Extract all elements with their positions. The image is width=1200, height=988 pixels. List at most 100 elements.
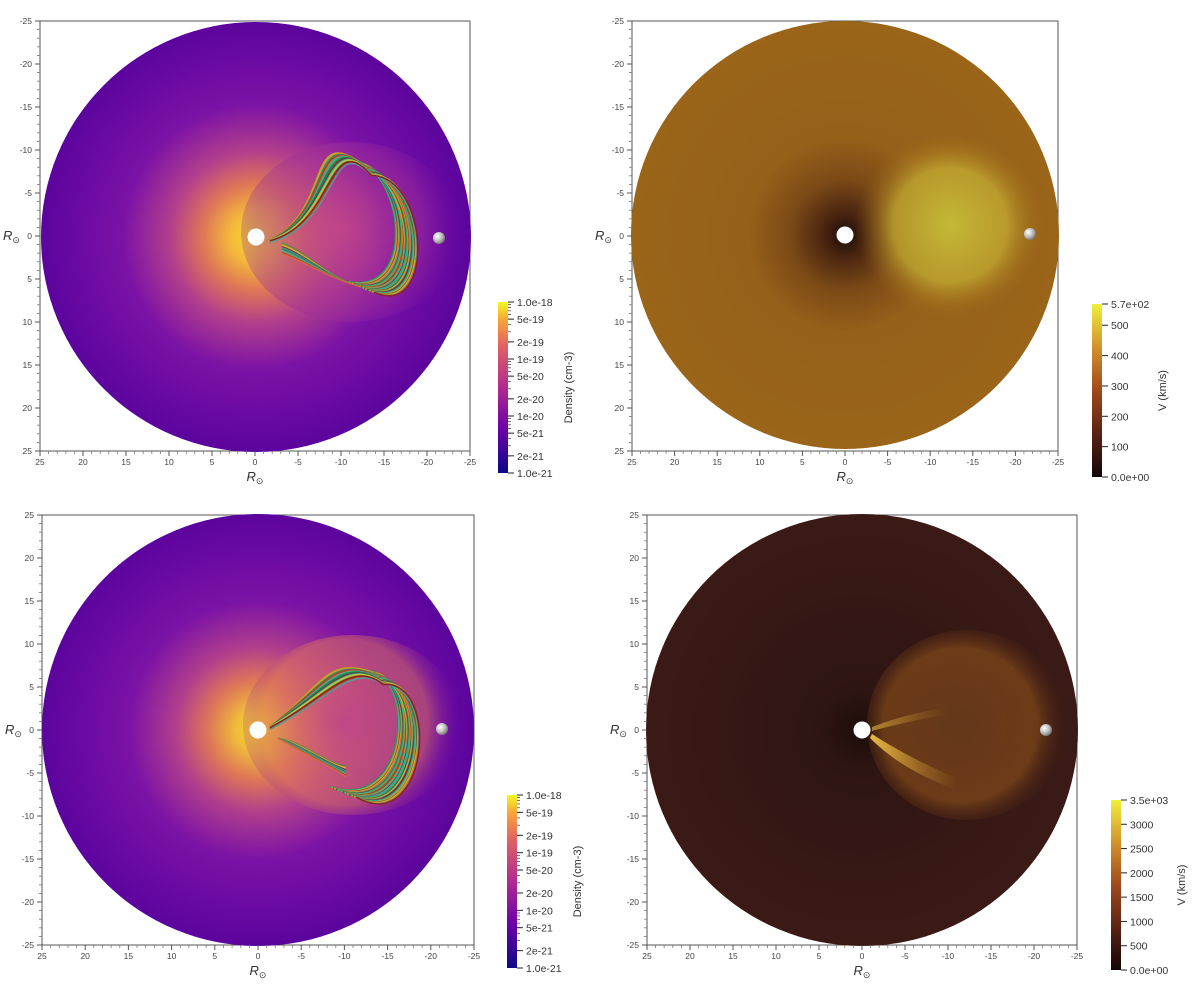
x-tick-label: -25 [464,457,477,467]
y-tick-label: 5 [619,274,624,284]
colorbar-tick-label: 2e-19 [517,337,544,349]
x-tick-label: 10 [755,457,765,467]
y-tick-label: -10 [22,811,35,821]
colorbar-tick-label: 2e-21 [526,946,553,958]
velocity-streak [872,708,947,731]
x-tick-label: -15 [378,457,391,467]
y-tick-label: 5 [27,274,32,284]
sun-inner-boundary [249,721,267,739]
colorbar-label: V (km/s) [1176,865,1188,906]
colorbar-tick-label: 2e-20 [526,888,553,900]
x-tick-label: 25 [627,457,637,467]
y-tick-label: 25 [23,446,33,456]
x-tick-label: -15 [967,457,980,467]
x-tick-label: 5 [212,951,217,961]
colorbar-tick-label: 200 [1111,411,1129,423]
colorbar-tick-label: 5e-19 [517,314,544,326]
colorbar-tick-label: 300 [1111,381,1129,393]
colorbar-tick-label: 3000 [1130,819,1154,831]
y-tick-label: 15 [630,596,640,606]
x-tick-label: -15 [381,951,394,961]
colorbar-tick-label: 1.0e-21 [526,963,562,975]
x-tick-label: -25 [468,951,481,961]
y-tick-label: 15 [615,360,625,370]
x-tick-label: 25 [37,951,47,961]
y-tick-label: 0 [634,725,639,735]
flux-rope-strand [269,160,419,297]
y-tick-label: 20 [23,403,33,413]
colorbar-tick-label: 2e-21 [517,451,544,463]
y-tick-label: 25 [615,446,625,456]
y-tick-label: 10 [25,639,35,649]
colorbar-tick-label: 5e-21 [526,923,553,935]
x-tick-label: -25 [1052,457,1065,467]
y-tick-label: 0 [29,725,34,735]
colorbar [1111,800,1121,970]
sun-inner-boundary [836,226,854,244]
panel-bottom-left: 25 20 15 10 5 0 -5 -10 -15 -20 -252520151050-5-10-… [5,510,584,980]
x-tick-label: -5 [901,951,909,961]
y-tick-label: 20 [25,553,35,563]
y-tick-label: -15 [612,102,625,112]
y-tick-label: -5 [26,768,34,778]
x-tick-label: 25 [35,457,45,467]
colorbar-label: Density (cm-3) [563,352,575,424]
x-axis-label: R⊙ [854,963,871,980]
y-tick-label: 10 [23,317,33,327]
colorbar-tick-label: 5e-20 [517,371,544,383]
y-tick-label: -20 [20,59,33,69]
colorbar [1092,304,1102,477]
x-tick-label: 5 [210,457,215,467]
x-tick-label: 20 [685,951,695,961]
panel-top-right: 25 20 15 10 5 0 -5 -10 -15 -20 -25 -25 -20 -15 -10 -5 0 5… [595,16,1169,486]
colorbar-tick-label: 1000 [1130,916,1154,928]
flux-rope-strand [281,253,362,288]
y-tick-label: 10 [615,317,625,327]
cme-region [867,630,1067,820]
x-tick-label: -10 [924,457,937,467]
colorbar-tick-label: 1e-20 [517,411,544,423]
x-axis-label: R⊙ [837,469,854,486]
earth-marker [1024,228,1036,240]
colorbar-tick-label: 2e-19 [526,830,553,842]
colorbar-tick-label: 1.0e-18 [517,297,553,309]
x-tick-label: 15 [728,951,738,961]
x-axis-label: R⊙ [247,469,264,486]
panel-top-left: 25 20 15 10 5 0 -5 -10 -15 -20 -25 -25 -20 -15 -10 -5 0 5… [3,16,575,486]
y-tick-label: -15 [22,854,35,864]
y-axis-label: R⊙ [3,228,20,245]
y-tick-label: -20 [22,897,35,907]
x-tick-label: -15 [985,951,998,961]
y-tick-label: -25 [612,16,625,26]
x-tick-label: -10 [942,951,955,961]
colorbar [507,795,517,968]
flux-rope-strand [269,675,421,805]
sun-inner-boundary [853,721,871,739]
x-tick-label: -10 [338,951,351,961]
x-tick-label: 5 [800,457,805,467]
colorbar-tick-label: 400 [1111,351,1129,363]
x-tick-label: 0 [843,457,848,467]
y-tick-label: 10 [630,639,640,649]
x-tick-label: 10 [164,457,174,467]
x-tick-label: -20 [1028,951,1041,961]
y-tick-label: -10 [627,811,640,821]
colorbar-tick-label: 5e-19 [526,807,553,819]
x-tick-label: 15 [712,457,722,467]
colorbar-label: V (km/s) [1157,370,1169,411]
x-tick-label: 5 [817,951,822,961]
colorbar-tick-label: 2000 [1130,868,1154,880]
y-tick-label: -25 [22,940,35,950]
colorbar-tick-label: 5e-20 [526,865,553,877]
colorbar-tick-label: 2e-20 [517,394,544,406]
x-tick-label: -20 [1009,457,1022,467]
y-tick-label: 25 [25,510,35,520]
colorbar [498,302,508,473]
y-tick-label: 0 [27,231,32,241]
x-tick-label: -20 [421,457,434,467]
y-tick-label: -5 [631,768,639,778]
x-axis-label: R⊙ [250,963,267,980]
x-tick-label: 0 [256,951,261,961]
colorbar-tick-label: 1e-19 [517,354,544,366]
velocity-streak [870,734,957,788]
